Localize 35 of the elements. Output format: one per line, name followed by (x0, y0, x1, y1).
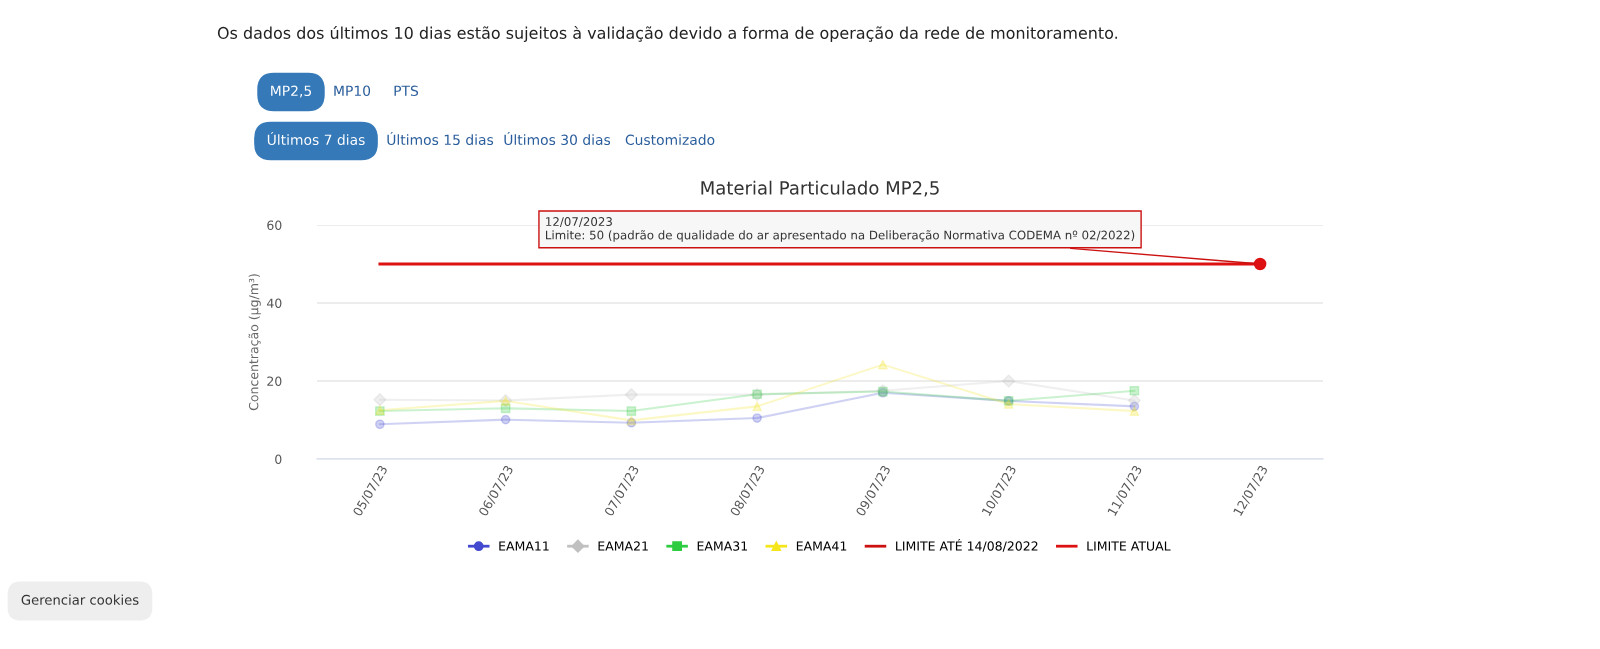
legend-label: EAMA11 (499, 541, 549, 551)
chart-title: Material Particulado MP2,5 (701, 180, 939, 197)
point (500, 414, 511, 425)
point (1129, 385, 1140, 396)
point (1127, 393, 1141, 408)
text: MP10 (334, 85, 371, 97)
point (626, 406, 637, 416)
annotation: 12/07/2023 Limite: 50 (padrão de qualidade do ar apresentado na Deliberação Normativa CODEMA nº 02/2022) (546, 217, 1135, 242)
text: Os dados dos últimos 10 dias estão sujeitos à validação devido a forma de operação da rede de monitoramento. (217, 25, 1118, 43)
legend-label: EAMA41 (796, 541, 847, 551)
point (878, 359, 888, 370)
y-axis-title: Concentração (µg/m³) (248, 274, 261, 411)
text: Customizado (625, 134, 715, 146)
point (752, 401, 762, 412)
point (624, 388, 638, 402)
point (373, 393, 387, 407)
legend-label: LIMITE ATÉ 14/08/2022 (896, 539, 1038, 552)
point (1002, 374, 1016, 388)
text: PTS (394, 85, 419, 97)
point (752, 413, 762, 423)
text: Gerenciar cookies (21, 594, 139, 605)
y-tick-label: 20 (267, 376, 282, 386)
point (1129, 406, 1140, 416)
text: Últimos 30 dias (504, 131, 611, 146)
text: Últimos 15 dias (387, 131, 494, 146)
y-tick-label: 0 (275, 454, 282, 464)
y-tick-label: 60 (267, 220, 282, 230)
text: Últimos 7 dias (267, 131, 365, 146)
legend-label: EAMA21 (598, 541, 648, 551)
point (375, 419, 385, 430)
legend-label: EAMA31 (697, 541, 748, 551)
legend-label: LIMITE ATUAL (1087, 541, 1171, 551)
text: MP2,5 (271, 85, 312, 98)
y-tick-label: 40 (266, 298, 282, 308)
point (1253, 257, 1267, 271)
